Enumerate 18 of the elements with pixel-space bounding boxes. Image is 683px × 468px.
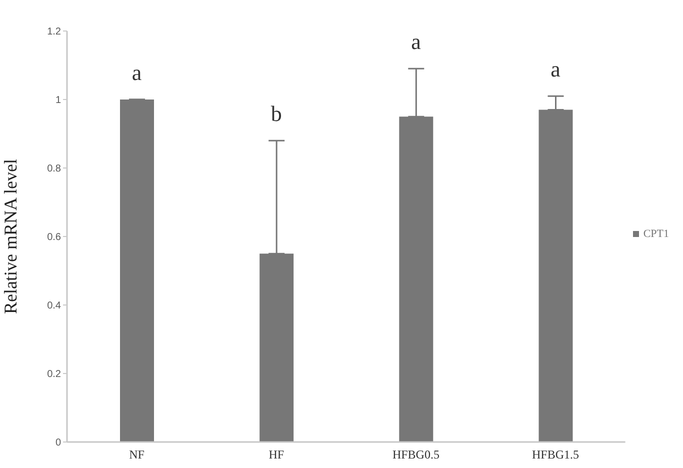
x-tick-label: HFBG0.5 — [392, 448, 440, 462]
bar — [120, 100, 154, 442]
y-tick-label: 0 — [55, 438, 62, 449]
x-tick-label: NF — [129, 448, 145, 462]
annotation: b — [270, 101, 282, 126]
y-axis-title: Relative mRNA level — [0, 159, 20, 314]
y-tick-label: 0.4 — [47, 300, 62, 312]
y-tick-label: 0.2 — [47, 369, 62, 380]
y-tick-label: 0.8 — [47, 164, 62, 175]
y-tick-label: 1 — [55, 95, 62, 106]
legend-label: CPT1 — [643, 228, 669, 240]
x-tick-label: HFBG1.5 — [532, 448, 580, 462]
annotation: a — [132, 60, 142, 85]
annotation: a — [550, 56, 561, 82]
annotation: a — [411, 29, 422, 54]
x-tick-label: HF — [268, 448, 284, 462]
y-tick-label: 0.6 — [47, 232, 62, 244]
y-tick-label: 1.2 — [47, 26, 62, 38]
